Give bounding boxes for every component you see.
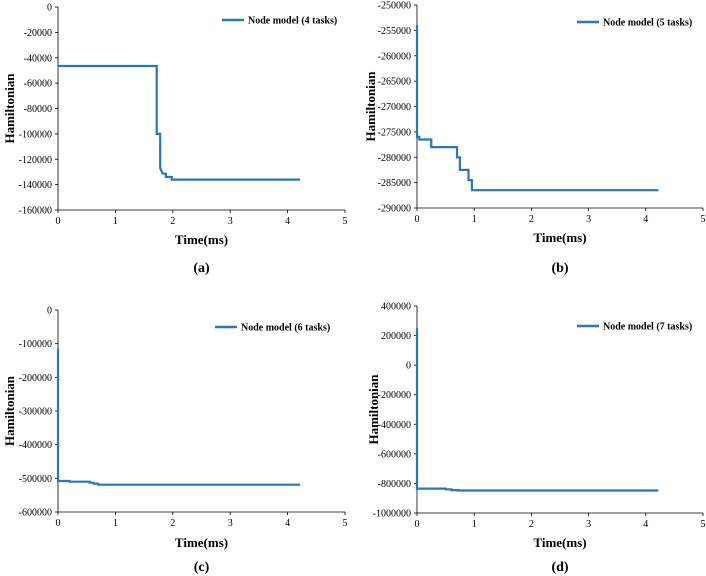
y-tick-label: -400000: [378, 420, 411, 431]
y-tick-label: -290000: [378, 204, 411, 215]
y-tick-label: -300000: [19, 407, 52, 418]
x-tick-label: 1: [113, 216, 118, 227]
x-tick-label: 4: [643, 519, 648, 530]
y-axis-title: Hamiltonian: [2, 73, 17, 144]
x-tick-label: 0: [56, 216, 61, 227]
y-tick-label: -80000: [24, 104, 52, 115]
panel-c: 0 -100000 -200000 -300000 -400000 -500000 -600…: [2, 306, 348, 576]
x-tick-label: 4: [285, 518, 290, 529]
panel-a: 0 -20000 -40000 -60000 -80000 -100000 -120000 -…: [2, 3, 348, 277]
y-axis-title: Hamiltonian: [366, 374, 381, 445]
y-tick-label: 200000: [381, 331, 411, 342]
y-tick-label: -100000: [19, 129, 52, 140]
y-tick-label: 0: [47, 306, 52, 317]
y-tick-label: -160000: [19, 206, 52, 217]
x-tick-label: 3: [586, 519, 591, 530]
y-tick-label: -40000: [24, 53, 52, 64]
y-tick-label: -60000: [24, 79, 52, 90]
y-axis-title: Hamiltonian: [2, 375, 17, 446]
x-tick-label: 4: [643, 214, 648, 225]
x-tick-label: 3: [228, 216, 233, 227]
legend-label: Node model (5 tasks): [603, 18, 692, 29]
x-tick-label: 0: [56, 518, 61, 529]
panel-b: -250000 -255000 -260000 -265000 -270000 -2750…: [363, 1, 706, 277]
x-tick-label: 0: [415, 214, 420, 225]
series-line-b: [415, 25, 659, 192]
x-tick-label: 5: [701, 519, 706, 530]
panel-caption: (d): [551, 560, 568, 575]
x-tick-label: 2: [170, 518, 175, 529]
x-axis-title: Time(ms): [533, 535, 586, 550]
y-tick-label: 0: [406, 361, 411, 372]
legend-label: Node model (4 tasks): [248, 16, 337, 27]
x-tick-label: 2: [529, 519, 534, 530]
legend: Node model (7 tasks): [577, 322, 692, 333]
x-tick-label: 5: [343, 518, 348, 529]
series-line-d: [415, 328, 659, 492]
y-tick-label: -200000: [378, 390, 411, 401]
y-tick-label: 0: [47, 3, 52, 14]
y-tick-label: -265000: [378, 77, 411, 88]
panel-caption: (c): [194, 560, 210, 575]
y-axis-title: Hamiltonian: [363, 71, 378, 142]
y-tick-label: 400000: [381, 302, 411, 313]
y-tick-label: -285000: [378, 178, 411, 189]
y-tick-label: -800000: [378, 479, 411, 490]
y-tick-label: -100000: [19, 339, 52, 350]
y-tick-label: -600000: [19, 508, 52, 519]
panel-d: 400000 200000 0 -200000 -400000 -600000 -80000…: [366, 302, 706, 576]
y-tick-label: -280000: [378, 153, 411, 164]
legend-label: Node model (6 tasks): [241, 323, 330, 334]
y-tick-label: -200000: [19, 373, 52, 384]
y-tick-label: -270000: [378, 102, 411, 113]
y-tick-label: -400000: [19, 440, 52, 451]
y-tick-label: -500000: [19, 474, 52, 485]
x-tick-label: 4: [285, 216, 290, 227]
x-tick-label: 0: [415, 519, 420, 530]
y-tick-label: -20000: [24, 28, 52, 39]
x-tick-label: 1: [113, 518, 118, 529]
x-axis-title: Time(ms): [175, 535, 228, 550]
x-axis-title: Time(ms): [533, 230, 586, 245]
y-tick-label: -260000: [378, 51, 411, 62]
series-line-a: [58, 64, 301, 181]
y-tick-label: -275000: [378, 127, 411, 138]
y-tick-label: -250000: [378, 1, 411, 12]
panel-caption: (a): [193, 261, 210, 276]
x-axis-title: Time(ms): [175, 232, 228, 247]
x-tick-label: 5: [701, 214, 706, 225]
y-tick-label: -255000: [378, 26, 411, 37]
y-tick-label: -140000: [19, 180, 52, 191]
legend: Node model (4 tasks): [222, 16, 337, 27]
x-tick-label: 3: [586, 214, 591, 225]
legend-label: Node model (7 tasks): [603, 322, 692, 333]
legend: Node model (5 tasks): [577, 18, 692, 29]
x-tick-label: 5: [343, 216, 348, 227]
legend: Node model (6 tasks): [215, 323, 330, 334]
x-tick-label: 3: [228, 518, 233, 529]
series-line-c: [56, 348, 301, 486]
x-tick-label: 1: [472, 214, 477, 225]
panel-caption: (b): [551, 261, 568, 276]
y-tick-label: -120000: [19, 155, 52, 166]
x-tick-label: 1: [472, 519, 477, 530]
y-tick-label: -600000: [378, 449, 411, 460]
x-tick-label: 2: [529, 214, 534, 225]
x-tick-label: 2: [170, 216, 175, 227]
y-tick-label: -1000000: [373, 509, 411, 520]
